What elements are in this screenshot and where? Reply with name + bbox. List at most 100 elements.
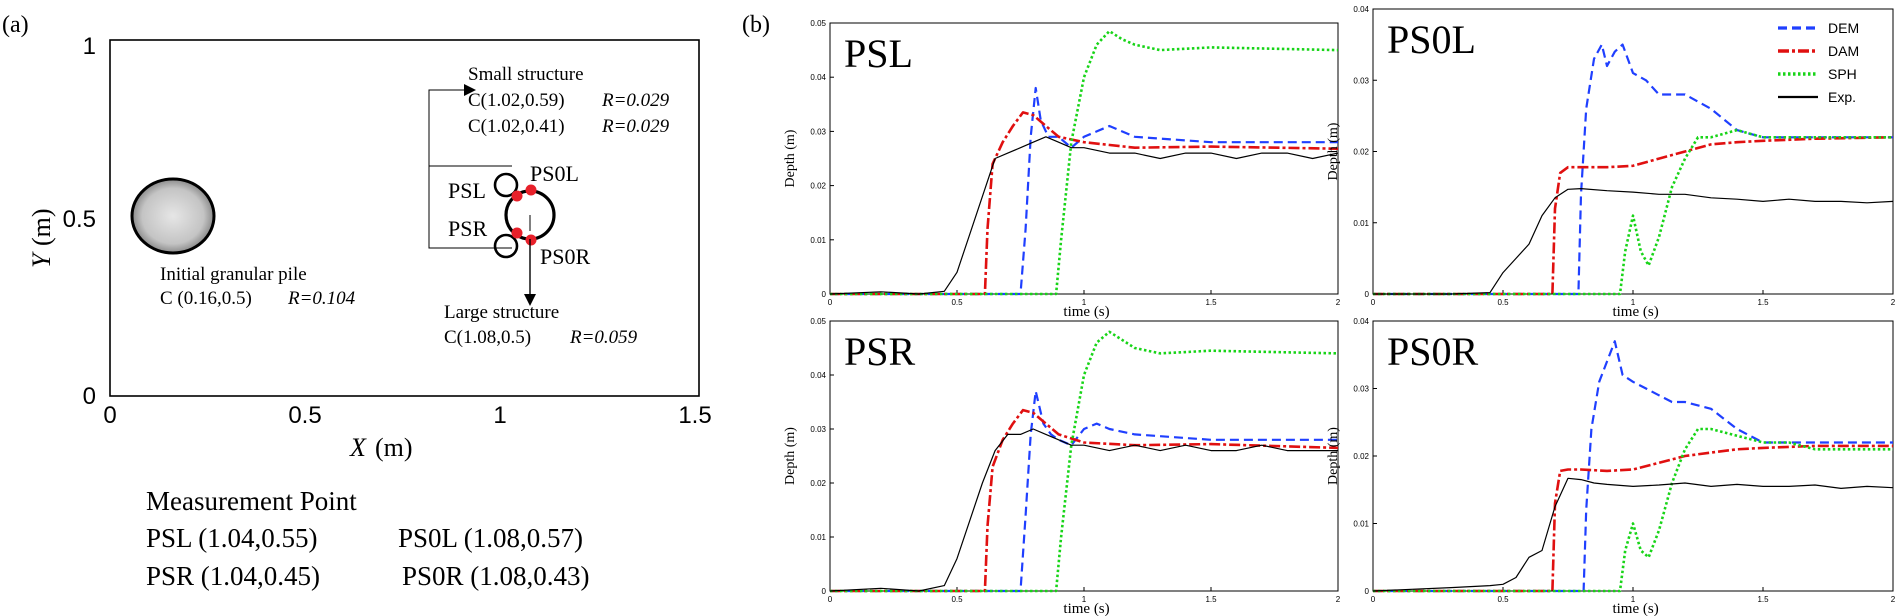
- small-structure-bottom: [493, 233, 519, 259]
- x-axis-unit: (m): [375, 433, 413, 462]
- measurement-title: Measurement Point: [146, 486, 357, 516]
- point-ps0r-marker: [525, 234, 537, 246]
- x-tick-label: 0.5: [951, 298, 963, 307]
- chart-psr: 0 0.5 1 1.5 2 0 0.01 0.02 0.03 0.04 0.05 time (s) De…: [783, 317, 1341, 616]
- x-tick-label: 2: [1336, 595, 1341, 604]
- x-tick-label: 1: [1082, 298, 1087, 307]
- panel-a-label: (a): [2, 12, 29, 38]
- y-tick-label: 0.02: [810, 479, 826, 488]
- y-tick-label: 0.01: [810, 236, 826, 245]
- x-axis-label: time (s): [1063, 304, 1109, 320]
- plot-frame: [1372, 320, 1894, 592]
- chart-ps0r: 0 0.5 1 1.5 2 0 0.01 0.02 0.03 0.04 time (s) Depth …: [1326, 317, 1896, 616]
- pile-radius: R=0.104: [287, 288, 356, 309]
- x-axis-label: time (s): [1612, 601, 1658, 616]
- y-tick-label: 0.02: [1353, 148, 1369, 157]
- plot-frame: [1372, 8, 1894, 295]
- chart-ps0l: 0 0.5 1 1.5 2 0 0.01 0.02 0.03 0.04 time (s) Depth …: [1326, 5, 1896, 320]
- x-tick-label: 1.5: [1757, 298, 1769, 307]
- y-tick-label: 0.03: [1353, 385, 1369, 394]
- y-tick-label: 0.02: [810, 182, 826, 191]
- panel-a: (a) 0 0.5 1 1.5 0 0.5 1 X (m) Y (m) Init…: [2, 12, 712, 591]
- small-structure-r1: R=0.029: [601, 90, 670, 111]
- panel-b-charts: 0 0.5 1 1.5 2 0 0.01 0.02 0.03 0.04 0.05 time (s) De…: [783, 5, 1896, 616]
- series-sph-line: [830, 29, 1339, 296]
- large-structure-title: Large structure: [444, 302, 559, 323]
- large-structure-r: R=0.059: [569, 327, 638, 348]
- arrow-head: [464, 84, 476, 96]
- label-psr: PSR: [448, 216, 487, 241]
- y-tick-label: 0.03: [810, 127, 826, 136]
- large-structure-c: C(1.08,0.5): [444, 327, 531, 348]
- x-tick-label: 1.5: [1205, 298, 1217, 307]
- small-structure-c1: C(1.02,0.59): [468, 90, 565, 111]
- x-tick-label: 2: [1891, 595, 1896, 604]
- y-tick-label: 0: [822, 587, 827, 596]
- small-structure-bracket: [428, 165, 512, 249]
- legend-label: DAM: [1828, 43, 1859, 59]
- label-ps0l: PS0L: [530, 161, 579, 186]
- x-tick-label: 2: [1336, 298, 1341, 307]
- y-axis-label: Depth (m): [783, 427, 798, 485]
- series-sph-line: [830, 330, 1339, 593]
- series-exp-line: [829, 136, 1339, 295]
- point-psl-marker: [511, 190, 523, 202]
- point-ps0l-marker: [525, 184, 537, 196]
- series-dem-line: [1373, 43, 1893, 296]
- plot-frame: [829, 22, 1339, 295]
- series-dam-line: [830, 408, 1339, 593]
- small-structure-r2: R=0.029: [601, 116, 670, 137]
- y-axis-label: Depth (m): [783, 129, 798, 187]
- y-tick-label: 0.5: [63, 206, 96, 233]
- y-tick-label: 0: [1365, 290, 1370, 299]
- x-tick-label: 1.5: [678, 402, 711, 429]
- y-tick-label: 0: [1365, 587, 1370, 596]
- label-psl: PSL: [448, 178, 486, 203]
- series-dem-line: [830, 390, 1338, 593]
- x-tick-label: 0: [828, 298, 833, 307]
- x-tick-label: 0.5: [288, 402, 321, 429]
- chart-title: PS0R: [1387, 329, 1478, 374]
- x-tick-label: 0: [1371, 298, 1376, 307]
- y-tick-label: 0.04: [1353, 5, 1369, 14]
- x-tick-label: 0.5: [951, 595, 963, 604]
- x-tick-label: 1.5: [1757, 595, 1769, 604]
- pile-center: C (0.16,0.5): [160, 288, 252, 309]
- plot-frame: [829, 320, 1339, 592]
- measurement-psr: PSR (1.04,0.45): [146, 561, 320, 591]
- y-axis-unit: (m): [27, 208, 56, 246]
- legend-label: SPH: [1828, 66, 1857, 82]
- series-sph-line: [1373, 427, 1893, 593]
- measurement-ps0r: PS0R (1.08,0.43): [402, 561, 590, 591]
- measurement-psl: PSL (1.04,0.55): [146, 523, 318, 553]
- small-structure-title: Small structure: [468, 64, 584, 85]
- y-tick-label: 0.01: [1353, 219, 1369, 228]
- y-tick-label: 0: [83, 383, 96, 410]
- x-tick-label: 2: [1891, 298, 1896, 307]
- chart-title: PSR: [844, 329, 915, 374]
- y-tick-label: 0.05: [810, 19, 826, 28]
- series-dam-line: [830, 111, 1339, 296]
- legend: DEM DAM SPH Exp.: [1778, 20, 1859, 105]
- series-dam-line: [1373, 444, 1893, 593]
- series-dem-line: [830, 86, 1338, 296]
- series-exp-line: [1372, 477, 1894, 592]
- small-structure-top: [493, 172, 519, 198]
- x-axis-label: time (s): [1063, 601, 1109, 616]
- arrow-head: [524, 294, 536, 306]
- point-psr-marker: [511, 227, 523, 239]
- granular-pile: [130, 177, 216, 255]
- series-exp-line: [1373, 188, 1894, 295]
- series-exp-line: [829, 428, 1338, 592]
- x-tick-label: 1.5: [1205, 595, 1217, 604]
- x-tick-label: 1: [493, 402, 506, 429]
- label-ps0r: PS0R: [540, 244, 590, 269]
- panel-b-label: (b): [742, 12, 770, 38]
- chart-psl: 0 0.5 1 1.5 2 0 0.01 0.02 0.03 0.04 0.05 time (s) De…: [783, 19, 1341, 320]
- x-tick-label: 0.5: [1497, 595, 1509, 604]
- series-dem-line: [1373, 340, 1893, 593]
- legend-label: Exp.: [1828, 89, 1856, 105]
- pile-label: Initial granular pile: [160, 264, 307, 285]
- y-tick-label: 0.02: [1353, 452, 1369, 461]
